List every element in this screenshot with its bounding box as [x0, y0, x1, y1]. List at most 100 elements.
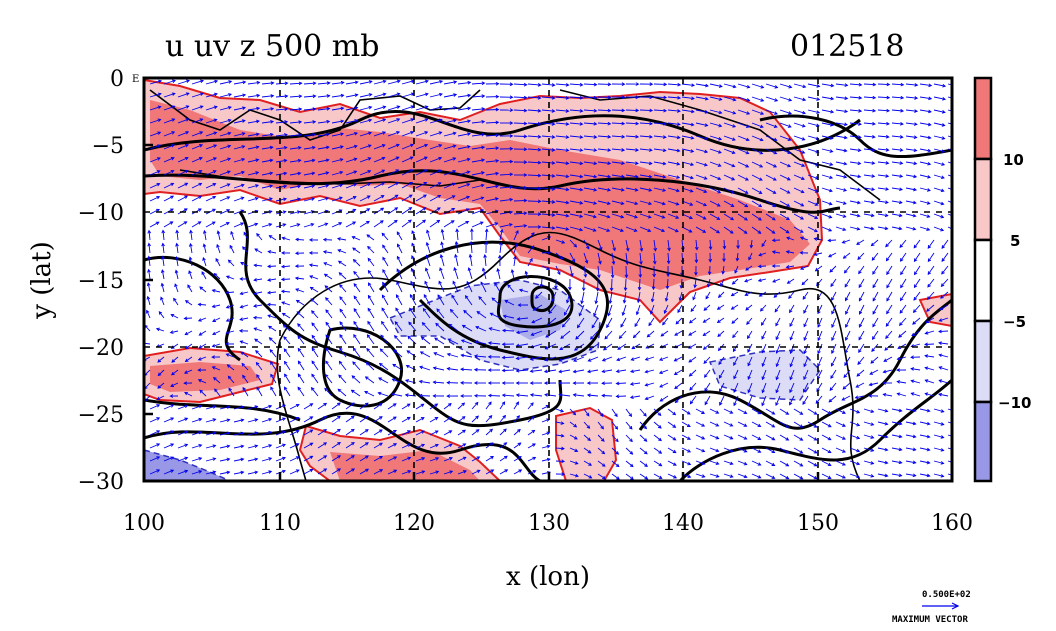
wind-vector: [744, 278, 753, 282]
wind-vector: [339, 296, 347, 306]
wind-vector-head: [900, 284, 904, 289]
wind-vector: [793, 421, 803, 428]
wind-vector: [611, 447, 619, 455]
wind-vector-head: [440, 228, 445, 233]
wind-vector-head: [898, 322, 903, 327]
wind-vector: [914, 278, 921, 288]
wind-vector-head: [643, 425, 648, 430]
wind-vector-head: [704, 401, 708, 406]
wind-vector: [821, 187, 833, 192]
wind-vector-head: [647, 228, 652, 232]
wind-vector-head: [565, 187, 570, 192]
wind-vector: [475, 326, 487, 332]
wind-vector: [267, 265, 277, 267]
wind-vector: [625, 421, 633, 430]
wind-vector-head: [523, 82, 528, 87]
wind-vector-head: [422, 307, 427, 312]
wind-vector-head: [843, 188, 848, 192]
contour-low-ring-1: [496, 275, 574, 329]
wind-vector-head: [436, 207, 441, 211]
wind-vector-head: [703, 307, 708, 311]
wind-vector: [664, 304, 669, 314]
wind-vector: [747, 395, 753, 406]
wind-vector: [779, 226, 790, 234]
wind-vector-head: [324, 222, 329, 227]
wind-vector: [456, 229, 459, 241]
wind-vector-head: [620, 228, 625, 232]
wind-vector-head: [942, 83, 947, 88]
wind-vector: [379, 363, 389, 371]
wind-vector: [219, 119, 231, 124]
wind-vector-head: [268, 197, 273, 201]
wind-vector-head: [885, 148, 890, 152]
contour-east: [638, 298, 952, 431]
wind-vector-head: [842, 475, 846, 479]
wind-vector: [303, 416, 313, 423]
wind-vector-head: [308, 263, 313, 267]
wind-vector: [667, 473, 677, 479]
wind-vector: [695, 239, 698, 250]
wind-vector-head: [488, 401, 492, 406]
wind-vector: [625, 408, 632, 417]
wind-vector: [681, 421, 691, 427]
wind-vector: [247, 432, 258, 436]
wind-vector-head: [912, 460, 917, 465]
wind-vector-head: [595, 287, 600, 292]
wind-vector-head: [284, 94, 289, 99]
wind-vector-head: [786, 203, 791, 207]
wind-vector-head: [466, 145, 471, 149]
wind-vector: [597, 434, 605, 442]
wind-vector: [938, 393, 949, 397]
wind-vector: [772, 278, 781, 283]
wind-vector: [858, 278, 865, 288]
wind-vector: [569, 122, 583, 125]
wind-vector: [367, 258, 375, 267]
wind-vector: [891, 226, 902, 230]
wind-vector-head: [581, 287, 586, 292]
wind-vector: [821, 421, 832, 428]
wind-vector: [345, 415, 355, 423]
wind-vector: [289, 223, 300, 228]
wind-vector: [175, 256, 179, 267]
wind-vector: [723, 83, 736, 88]
wind-vector-head: [744, 217, 749, 221]
wind-vector: [284, 373, 291, 384]
wind-vector-head: [254, 338, 258, 343]
wind-vector: [905, 213, 916, 217]
wind-vector: [677, 304, 683, 313]
wind-vector: [891, 447, 902, 451]
wind-vector-head: [588, 475, 593, 479]
wind-vector: [564, 304, 571, 316]
wind-vector: [774, 304, 781, 313]
wind-vector-head: [565, 122, 570, 126]
wind-vector-head: [813, 252, 818, 257]
wind-vector-head: [543, 381, 548, 385]
wind-vector-head: [856, 241, 860, 245]
wind-vector-head: [743, 423, 748, 427]
wind-vector-head: [509, 82, 514, 87]
wind-vector-head: [326, 81, 331, 85]
wind-vector: [611, 278, 613, 291]
wind-vector: [559, 369, 571, 373]
wind-vector-head: [687, 474, 692, 479]
wind-vector-head: [298, 107, 303, 111]
wind-vector-head: [760, 322, 765, 326]
wind-vector-head: [211, 221, 216, 225]
wind-vector-head: [716, 216, 721, 220]
wind-vector-head: [744, 190, 749, 194]
wind-vector-head: [509, 197, 514, 202]
wind-vector-head: [886, 82, 891, 87]
wind-vector-head: [635, 121, 640, 126]
wind-vector-head: [786, 177, 791, 181]
wind-vector-head: [828, 201, 833, 206]
wind-vector: [583, 473, 592, 479]
wind-vector: [639, 434, 648, 442]
wind-vector-head: [452, 131, 457, 136]
wind-vector: [177, 221, 187, 228]
wind-vector-head: [926, 214, 931, 218]
wind-vector-head: [674, 399, 679, 404]
wind-vector: [681, 83, 695, 86]
wind-vector: [353, 271, 361, 280]
wind-vector: [331, 402, 341, 410]
wind-vector-head: [280, 264, 285, 269]
